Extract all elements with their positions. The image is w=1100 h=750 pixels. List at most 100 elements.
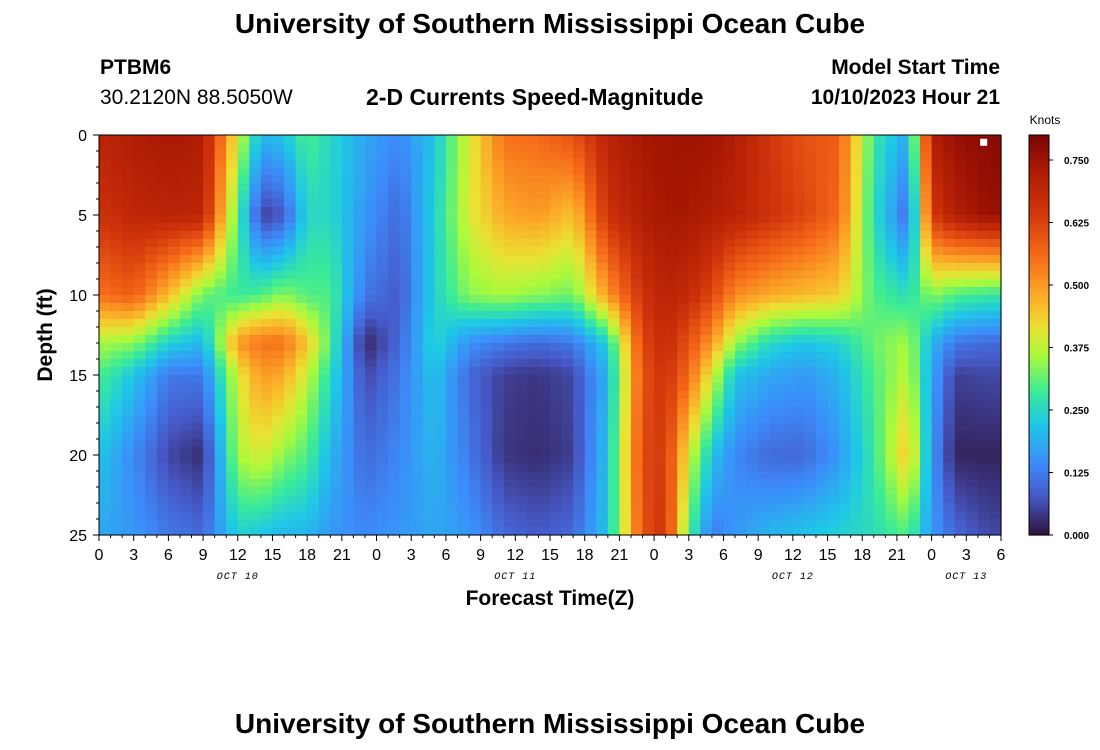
heatmap-cell [781,487,794,496]
heatmap-cell [619,383,632,392]
heatmap-cell [434,455,447,464]
heatmap-cell [99,423,112,432]
heatmap-cell [156,359,169,368]
heatmap-cell [862,455,875,464]
heatmap-cell [654,327,667,336]
heatmap-cell [284,151,297,160]
heatmap-cell [746,375,759,384]
heatmap-cell [156,319,169,328]
heatmap-cell [573,519,586,528]
heatmap-cell [688,263,701,272]
heatmap-cell [920,159,933,168]
heatmap-cell [677,247,690,256]
heatmap-cell [792,199,806,208]
heatmap-cell [411,455,424,464]
heatmap-cell [943,423,956,432]
heatmap-cell [596,167,609,176]
heatmap-cell [677,527,690,536]
heatmap-cell [480,407,493,416]
heatmap-cell [133,439,146,448]
heatmap-cell [399,303,412,312]
heatmap-cell [792,279,806,288]
heatmap-cell [145,407,158,416]
heatmap-cell [318,511,331,520]
colorbar-segment [1029,395,1049,400]
heatmap-cell [422,367,435,376]
heatmap-cell [723,327,736,336]
heatmap-cell [654,151,667,160]
heatmap-cell [977,247,991,256]
heatmap-cell [237,239,250,248]
heatmap-cell [538,391,551,400]
heatmap-cell [735,215,748,224]
heatmap-cell [804,223,817,232]
heatmap-cell [619,343,632,352]
heatmap-cell [341,391,355,400]
heatmap-cell [584,511,597,520]
heatmap-cell [526,207,540,216]
heatmap-cell [550,287,563,296]
heatmap-cell [815,415,829,424]
heatmap-cell [330,375,343,384]
heatmap-cell [110,495,123,504]
heatmap-cell [295,527,308,536]
heatmap-cell [191,303,204,312]
heatmap-cell [469,271,482,280]
heatmap-cell [873,495,886,504]
heatmap-cell [758,271,771,280]
heatmap-cell [411,447,424,456]
heatmap-cell [711,439,725,448]
heatmap-cell [735,495,748,504]
heatmap-cell [688,351,701,360]
heatmap-cell [688,159,701,168]
heatmap-cell [179,431,193,440]
y-tick-label: 0 [78,128,87,145]
heatmap-cell [873,503,886,512]
heatmap-cell [249,247,262,256]
heatmap-cell [619,463,632,472]
heatmap-cell [168,351,181,360]
heatmap-cell [920,247,933,256]
heatmap-cell [758,351,771,360]
heatmap-cell [307,519,320,528]
heatmap-cell [804,335,817,344]
heatmap-cell [885,135,898,144]
heatmap-cell [642,407,655,416]
heatmap-cell [515,239,528,248]
heatmap-cell [179,463,193,472]
heatmap-cell [156,303,169,312]
heatmap-cell [561,383,574,392]
heatmap-cell [295,479,308,488]
heatmap-cell [399,455,412,464]
heatmap-cell [966,415,979,424]
heatmap-cell [133,431,146,440]
heatmap-cell [677,519,690,528]
heatmap-cell [156,479,169,488]
heatmap-cell [735,479,748,488]
heatmap-cell [249,375,262,384]
heatmap-cell [723,399,736,408]
heatmap-cell [561,479,574,488]
heatmap-cell [469,247,482,256]
heatmap-cell [561,423,574,432]
heatmap-cell [908,199,921,208]
heatmap-cell [330,503,343,512]
heatmap-cell [376,215,389,224]
heatmap-cell [758,207,771,216]
heatmap-cell [318,471,331,480]
heatmap-cell [203,143,216,152]
heatmap-cell [214,159,227,168]
heatmap-cell [665,511,678,520]
heatmap-cell [503,143,516,152]
heatmap-cell [156,247,169,256]
heatmap-cell [573,511,586,520]
heatmap-cell [168,391,181,400]
heatmap-cell [191,391,204,400]
heatmap-cell [434,495,447,504]
heatmap-cell [642,191,655,200]
heatmap-cell [966,199,979,208]
heatmap-cell [480,167,493,176]
heatmap-cell [145,423,158,432]
heatmap-cell [665,207,678,216]
heatmap-cell [561,463,574,472]
